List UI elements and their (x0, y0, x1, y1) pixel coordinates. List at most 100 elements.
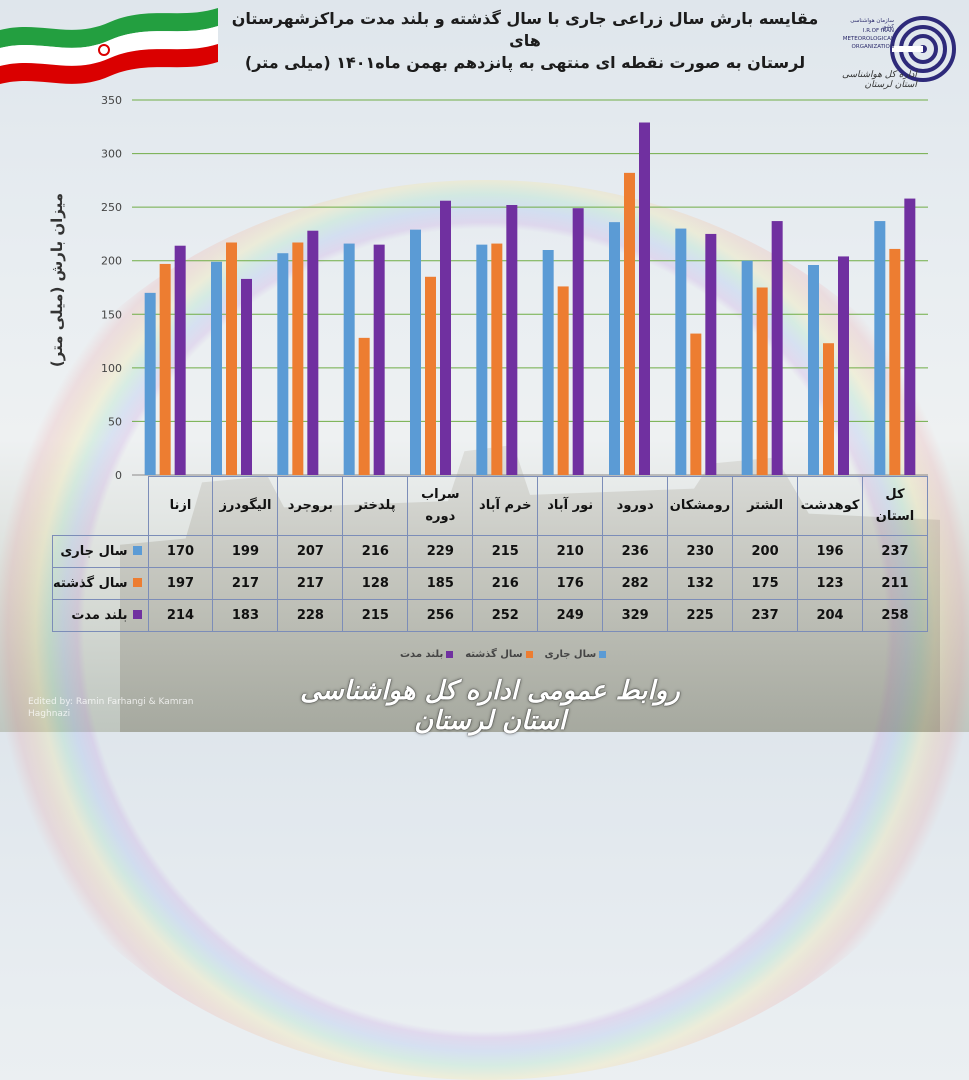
bar (491, 243, 503, 475)
category-label: پلدختر (342, 476, 409, 536)
bar (904, 198, 916, 476)
bar (476, 244, 488, 475)
logo-text-1: سازمان هواشناسی کشور (850, 18, 894, 30)
table-cell: 237 (862, 535, 928, 568)
data-table: ازنا الیگودرز بروجرد پلدختر سراب دوره خرم آبا… (52, 476, 928, 632)
table-cell: 249 (537, 599, 604, 632)
bar (174, 245, 186, 475)
table-cell: 256 (407, 599, 474, 632)
category-label: بروجرد (277, 476, 344, 536)
bar-chart: 0 50 100 150 200 250 300 350 (101, 94, 928, 480)
table-cell: 197 (147, 567, 214, 600)
logo-text-2: I.R.OF IRAN (862, 28, 894, 34)
logo-text-4: ORGANIZATION (851, 44, 894, 50)
bar (542, 250, 554, 475)
category-label-text: کوهدشت (800, 498, 860, 513)
table-cell: 204 (797, 599, 863, 632)
table-row-longterm: بلند مدت 214 183 228 215 256 252 249 329 225 237 20… (52, 599, 928, 632)
y-tick-label: 350 (101, 94, 122, 107)
meteorology-logo-icon (890, 16, 956, 82)
table-cell: 228 (277, 599, 344, 632)
table-row-last: سال گذشته 197 217 217 128 185 216 176 282 132 175 1… (52, 567, 928, 600)
table-cell: 207 (277, 535, 344, 568)
table-cell: 329 (602, 599, 669, 632)
bar (373, 244, 385, 475)
y-tick-label: 150 (101, 308, 122, 321)
legend-item: سال گذشته (465, 649, 533, 660)
category-label-text: ازنا (169, 498, 192, 513)
series-label: سال جاری (52, 535, 149, 568)
meteorological-organization-logo: سازمان هواشناسی کشور I.R.OF IRAN METEORO… (838, 12, 958, 102)
legend-swatch (525, 651, 533, 658)
table-cell: 185 (407, 567, 474, 600)
bar (705, 233, 717, 475)
table-cell: 236 (602, 535, 669, 568)
category-label-text: دورود (616, 498, 654, 513)
table-cell: 230 (667, 535, 734, 568)
table-cell: 216 (342, 535, 409, 568)
table-cell: 211 (862, 567, 928, 600)
series-label: بلند مدت (52, 599, 149, 632)
table-cell: 237 (732, 599, 799, 632)
bar (690, 333, 702, 475)
category-label: خرم آباد (472, 476, 539, 536)
bar (572, 208, 584, 475)
category-label: ازنا (147, 476, 214, 536)
table-cell: 123 (797, 567, 863, 600)
category-label: نور آباد (537, 476, 604, 536)
logo-persian-line-2: استان لرستان (864, 80, 917, 90)
footer-caption: روابط عمومی اداره کل هواشناسی استان لرست… (300, 676, 680, 736)
table-cell: 175 (732, 567, 799, 600)
table-header-row: ازنا الیگودرز بروجرد پلدختر سراب دوره خرم آبا… (52, 476, 928, 536)
bar (440, 200, 451, 475)
category-label: کل استان (862, 476, 928, 536)
category-label-text: الیگودرز (219, 498, 272, 513)
bar (624, 172, 635, 475)
legend-label: سال گذشته (465, 649, 523, 660)
series-name: سال گذشته (53, 576, 128, 591)
bar (756, 287, 768, 475)
category-label: کوهدشت (797, 476, 863, 536)
table-corner-cell (52, 476, 149, 536)
category-label: دورود (602, 476, 669, 536)
bar (838, 256, 849, 475)
category-label-text: کل استان (875, 487, 915, 524)
category-label: سراب دوره (407, 476, 474, 536)
y-tick-label: 100 (101, 362, 122, 375)
bar (307, 230, 319, 475)
bar (241, 278, 252, 475)
category-label-text: رومشکان (669, 498, 731, 513)
bar (410, 229, 421, 475)
table-cell: 210 (537, 535, 604, 568)
bar (226, 242, 237, 475)
bar (609, 222, 620, 475)
bar (675, 228, 687, 475)
bar (557, 286, 569, 475)
table-cell: 199 (212, 535, 279, 568)
table-cell: 128 (342, 567, 409, 600)
bar (639, 122, 650, 475)
bar (823, 343, 834, 475)
category-label: رومشکان (667, 476, 734, 536)
table-cell: 214 (147, 599, 214, 632)
logo-text-3: METEOROLOGICAL (842, 36, 894, 42)
category-label-text: نور آباد (547, 498, 594, 513)
table-cell: 229 (407, 535, 474, 568)
series-swatch (132, 610, 142, 619)
table-cell: 170 (147, 535, 214, 568)
bar (771, 221, 783, 475)
series-label: سال گذشته (52, 567, 149, 600)
table-cell: 225 (667, 599, 734, 632)
category-label: الیگودرز (212, 476, 279, 536)
logo-persian-text: اداره کل هواشناسی استان لرستان (842, 70, 917, 90)
y-tick-label: 300 (101, 148, 122, 161)
category-label-text: خرم آباد (479, 498, 532, 513)
title-line-2: لرستان به صورت نقطه ای منتهی به پانزدهم … (244, 53, 806, 72)
table-cell: 215 (472, 535, 539, 568)
series-name: بلند مدت (71, 608, 128, 623)
table-cell: 215 (342, 599, 409, 632)
category-label-text: الشتر (747, 498, 784, 513)
table-row-current: سال جاری 170 199 207 216 229 215 210 236 230 200 19… (52, 535, 928, 568)
bar (874, 221, 886, 475)
y-tick-label: 200 (101, 255, 122, 268)
